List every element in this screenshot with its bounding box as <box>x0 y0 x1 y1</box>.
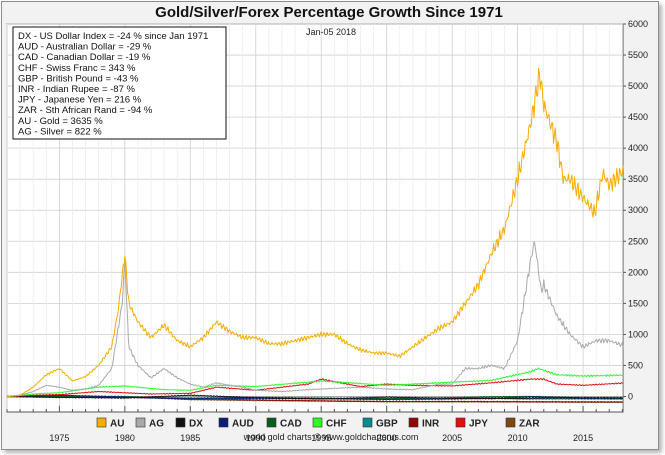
y-tick-label: 6000 <box>628 19 648 29</box>
footer-credit: world gold charts ® www.goldchartsrus.co… <box>243 432 419 442</box>
legend-swatch-chf <box>312 417 323 428</box>
x-tick-label: 1990 <box>246 433 266 443</box>
x-axis: 1975 1980 1985 1990 1995 2000 2005 2010 2015 <box>6 406 623 443</box>
info-line: DX - US Dollar Index = -24 % since Jan 1… <box>18 31 208 42</box>
info-line: AU - Gold = 3635 % <box>18 116 103 127</box>
legend-label-au: AU <box>110 419 124 430</box>
x-tick-label: 2015 <box>573 433 593 443</box>
info-line: AG - Silver = 822 % <box>18 126 102 137</box>
legend-swatch-cad <box>266 417 277 428</box>
x-tick-label: 2010 <box>508 433 528 443</box>
legend-label-inr: INR <box>422 419 440 430</box>
info-lines: DX - US Dollar Index = -24 % since Jan 1… <box>18 31 208 137</box>
y-tick-label: 0 <box>628 391 633 401</box>
legend-swatch-ag <box>135 417 146 428</box>
y-tick-label: 3000 <box>628 205 648 215</box>
x-tick-label: 1995 <box>311 433 331 443</box>
legend-swatch-dx <box>175 417 186 428</box>
y-tick-label: 3500 <box>628 174 648 184</box>
info-line: AUD - Australian Dollar = -29 % <box>18 42 152 53</box>
info-line: ZAR - Sth African Rand = -94 % <box>18 105 153 116</box>
x-tick-label: 1975 <box>49 433 69 443</box>
legend-label-ag: AG <box>149 419 164 430</box>
legend-label-aud: AUD <box>232 419 254 430</box>
y-tick-label: 1500 <box>628 298 648 308</box>
y-tick-label: 5000 <box>628 81 648 91</box>
y-tick-label: 2500 <box>628 236 648 246</box>
info-line: INR - Indian Rupee = -87 % <box>18 84 136 95</box>
x-tick-label: 2005 <box>442 433 462 443</box>
legend-swatch-aud <box>218 417 229 428</box>
y-tick-label: 1000 <box>628 329 648 339</box>
info-line: GBP - British Pound = -43 % <box>18 73 139 84</box>
legend-label-gbp: GBP <box>376 419 398 430</box>
info-line: CHF - Swiss Franc = 343 % <box>18 63 136 74</box>
legend-label-cad: CAD <box>280 419 302 430</box>
chart-title: Gold/Silver/Forex Percentage Growth Sinc… <box>155 3 503 21</box>
info-line: JPY - Japanese Yen = 216 % <box>18 95 142 106</box>
y-tick-label: 4000 <box>628 143 648 153</box>
y-axis: 6000550050004500400035003000250020001500… <box>623 19 648 401</box>
y-tick-label: 5500 <box>628 50 648 60</box>
legend-label-jpy: JPY <box>469 419 488 430</box>
y-tick-label: 4500 <box>628 112 648 122</box>
y-tick-label: 2000 <box>628 267 648 277</box>
legend-label-zar: ZAR <box>519 419 540 430</box>
legend-swatch-au <box>96 417 107 428</box>
x-tick-label: 1980 <box>115 433 135 443</box>
x-tick-label: 1985 <box>180 433 200 443</box>
series-line-ag <box>6 241 624 397</box>
legend-swatch-jpy <box>455 417 466 428</box>
series-line-au <box>6 67 624 398</box>
series-line-chf <box>6 367 624 398</box>
info-box <box>12 26 227 140</box>
legend-swatch-zar <box>505 417 516 428</box>
legend-swatch-inr <box>408 417 419 428</box>
date-label: Jan-05 2018 <box>306 27 356 37</box>
series-line-dx <box>6 394 624 400</box>
legend-label-chf: CHF <box>326 419 347 430</box>
legend: AU AG DX AUD CAD CHF GBP INR JPY ZAR <box>96 417 540 430</box>
info-line: CAD - Canadian Dollar = -19 % <box>18 52 151 63</box>
y-tick-label: 500 <box>628 360 643 370</box>
series-lines <box>6 67 624 404</box>
x-tick-label: 2000 <box>377 433 397 443</box>
legend-label-dx: DX <box>189 419 203 430</box>
legend-swatch-gbp <box>362 417 373 428</box>
